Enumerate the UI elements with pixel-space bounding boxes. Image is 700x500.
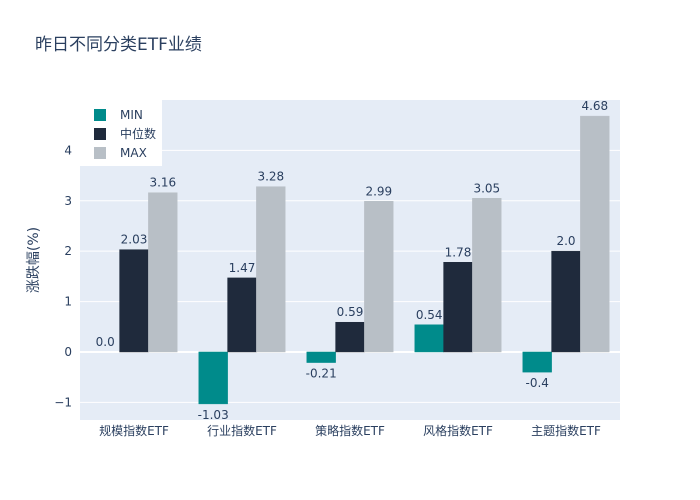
data-label: 2.99 xyxy=(365,184,392,198)
data-label: -0.4 xyxy=(525,376,548,390)
y-tick-label: −1 xyxy=(54,395,72,409)
legend-background xyxy=(80,98,162,166)
data-label: 3.05 xyxy=(473,181,500,195)
bar-MAX-0 xyxy=(148,192,178,353)
legend: MIN 中位数 MAX xyxy=(80,98,162,166)
data-label: -0.21 xyxy=(306,367,337,381)
bar-中位数-4 xyxy=(551,250,581,353)
data-label: 4.68 xyxy=(581,99,608,113)
y-tick-label: 0 xyxy=(64,345,72,359)
x-tick-label: 行业指数ETF xyxy=(207,423,277,438)
x-tick-label: 主题指数ETF xyxy=(531,423,601,438)
data-label: 0.54 xyxy=(416,308,443,322)
bar-MAX-1 xyxy=(256,186,286,353)
bar-MIN-1 xyxy=(198,351,228,405)
data-label: 3.16 xyxy=(149,176,176,190)
legend-swatch-1 xyxy=(94,128,106,140)
data-label: 0.59 xyxy=(337,305,364,319)
y-axis-title: 涨跌幅(%) xyxy=(26,227,42,293)
x-axis-ticks: 规模指数ETF 行业指数ETF 策略指数ETF 风格指数ETF 主题指数ETF xyxy=(99,423,601,438)
y-tick-label: 3 xyxy=(64,194,72,208)
legend-item-2[interactable]: MAX xyxy=(120,146,147,160)
bar-MIN-2 xyxy=(306,351,336,363)
data-label: 1.47 xyxy=(229,261,256,275)
bars xyxy=(119,115,610,405)
legend-swatch-2 xyxy=(94,147,106,159)
legend-item-1[interactable]: 中位数 xyxy=(120,126,156,141)
data-label: 2.03 xyxy=(121,233,148,247)
y-tick-label: 1 xyxy=(64,295,72,309)
data-label: 0.0 xyxy=(96,335,115,349)
legend-item-0[interactable]: MIN xyxy=(120,108,143,122)
legend-swatch-0 xyxy=(94,109,106,121)
bar-MIN-4 xyxy=(522,351,552,373)
data-label: 1.78 xyxy=(445,245,472,259)
chart-title: 昨日不同分类ETF业绩 xyxy=(35,35,202,55)
x-tick-label: 规模指数ETF xyxy=(99,423,169,438)
bar-中位数-3 xyxy=(443,262,473,353)
bar-中位数-1 xyxy=(227,277,257,353)
y-tick-label: 2 xyxy=(64,244,72,258)
y-tick-label: 4 xyxy=(64,143,72,157)
bar-中位数-0 xyxy=(119,249,149,353)
bar-MIN-3 xyxy=(414,324,444,353)
data-label: 2.0 xyxy=(556,234,575,248)
y-axis-ticks: −1 0 1 2 3 4 xyxy=(54,143,72,409)
data-label: 3.28 xyxy=(257,170,284,184)
data-label: -1.03 xyxy=(198,408,229,422)
bar-MAX-4 xyxy=(580,115,610,353)
bar-MAX-2 xyxy=(364,201,394,353)
x-tick-label: 风格指数ETF xyxy=(423,423,493,438)
bar-中位数-2 xyxy=(335,321,365,353)
x-tick-label: 策略指数ETF xyxy=(315,423,385,438)
data-labels: 0.0 2.03 3.16 -1.03 1.47 3.28 -0.21 0.59 2.99 0.5… xyxy=(96,99,609,422)
bar-MAX-3 xyxy=(472,198,502,353)
